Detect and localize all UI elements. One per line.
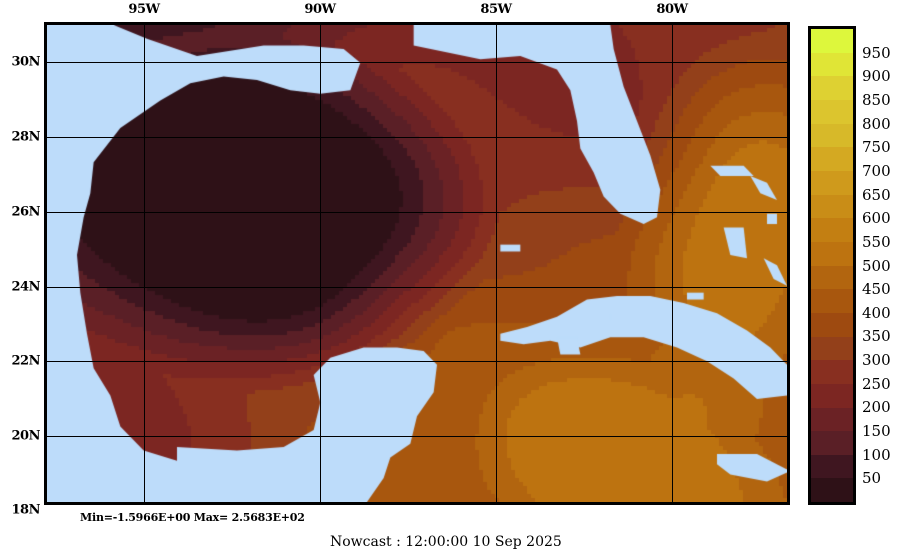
latitude-label-22n: 22N bbox=[11, 353, 41, 369]
colorbar-band-10 bbox=[811, 265, 853, 290]
latitude-label-26n: 26N bbox=[11, 204, 41, 220]
colorbar-tick-900: 900 bbox=[862, 67, 891, 86]
colorbar-tick-350: 350 bbox=[862, 327, 891, 346]
colorbar-tick-50: 50 bbox=[862, 469, 882, 488]
colorbar-tick-600: 600 bbox=[862, 209, 891, 228]
latitude-label-18n: 18N bbox=[11, 502, 41, 518]
colorbar-band-16 bbox=[811, 407, 853, 432]
colorbar-tick-100: 100 bbox=[862, 445, 891, 464]
colorbar-tick-800: 800 bbox=[862, 114, 891, 133]
colorbar-band-14 bbox=[811, 360, 853, 384]
colorbar-band-8 bbox=[811, 218, 853, 242]
longitude-label-95w: 95W bbox=[128, 2, 160, 17]
longitude-label-90w: 90W bbox=[304, 2, 336, 17]
colorbar-band-12 bbox=[811, 312, 853, 337]
colorbar-band-1 bbox=[811, 52, 853, 77]
colorbar-band-3 bbox=[811, 99, 853, 124]
longitude-label-85w: 85W bbox=[480, 2, 512, 17]
colorbar-band-0 bbox=[811, 29, 853, 53]
colorbar-tick-250: 250 bbox=[862, 374, 891, 393]
colorbar-band-13 bbox=[811, 336, 853, 361]
colorbar-band-11 bbox=[811, 289, 853, 313]
colorbar-tick-400: 400 bbox=[862, 303, 891, 322]
colorbar-band-7 bbox=[811, 194, 853, 219]
latitude-label-30n: 30N bbox=[11, 54, 41, 70]
latitude-label-24n: 24N bbox=[11, 279, 41, 295]
longitude-label-80w: 80W bbox=[656, 2, 688, 17]
colorbar-band-9 bbox=[811, 241, 853, 266]
minmax-annotation: Min=-1.5966E+00 Max= 2.5683E+02 bbox=[80, 511, 305, 524]
colorbar-tick-750: 750 bbox=[862, 138, 891, 157]
colorbar-tick-450: 450 bbox=[862, 280, 891, 299]
colorbar-tick-850: 850 bbox=[862, 90, 891, 109]
colorbar-tick-300: 300 bbox=[862, 351, 891, 370]
colorbar-band-15 bbox=[811, 383, 853, 408]
colorbar-tick-700: 700 bbox=[862, 161, 891, 180]
colorbar-band-4 bbox=[811, 123, 853, 148]
colorbar-band-17 bbox=[811, 431, 853, 455]
colorbar-tick-500: 500 bbox=[862, 256, 891, 275]
latitude-label-28n: 28N bbox=[11, 129, 41, 145]
colorbar-tick-150: 150 bbox=[862, 422, 891, 441]
colorbar-tick-650: 650 bbox=[862, 185, 891, 204]
nowcast-timestamp: Nowcast : 12:00:00 10 Sep 2025 bbox=[330, 534, 562, 550]
colorbar-band-6 bbox=[811, 170, 853, 195]
colorbar-band-18 bbox=[811, 454, 853, 479]
latitude-label-20n: 20N bbox=[11, 428, 41, 444]
colorbar-band-2 bbox=[811, 76, 853, 100]
colorbar bbox=[808, 26, 856, 505]
colorbar-tick-950: 950 bbox=[862, 43, 891, 62]
colorbar-tick-550: 550 bbox=[862, 232, 891, 251]
colorbar-band-19 bbox=[811, 478, 853, 503]
colorbar-tick-200: 200 bbox=[862, 398, 891, 417]
colorbar-tick-labels: 950 900 850 800 750 700 650 600 550 500 450 400 350 3… bbox=[862, 26, 915, 505]
map-plot-area[interactable] bbox=[44, 22, 790, 505]
contour-field-canvas bbox=[47, 25, 787, 502]
colorbar-band-5 bbox=[811, 147, 853, 171]
